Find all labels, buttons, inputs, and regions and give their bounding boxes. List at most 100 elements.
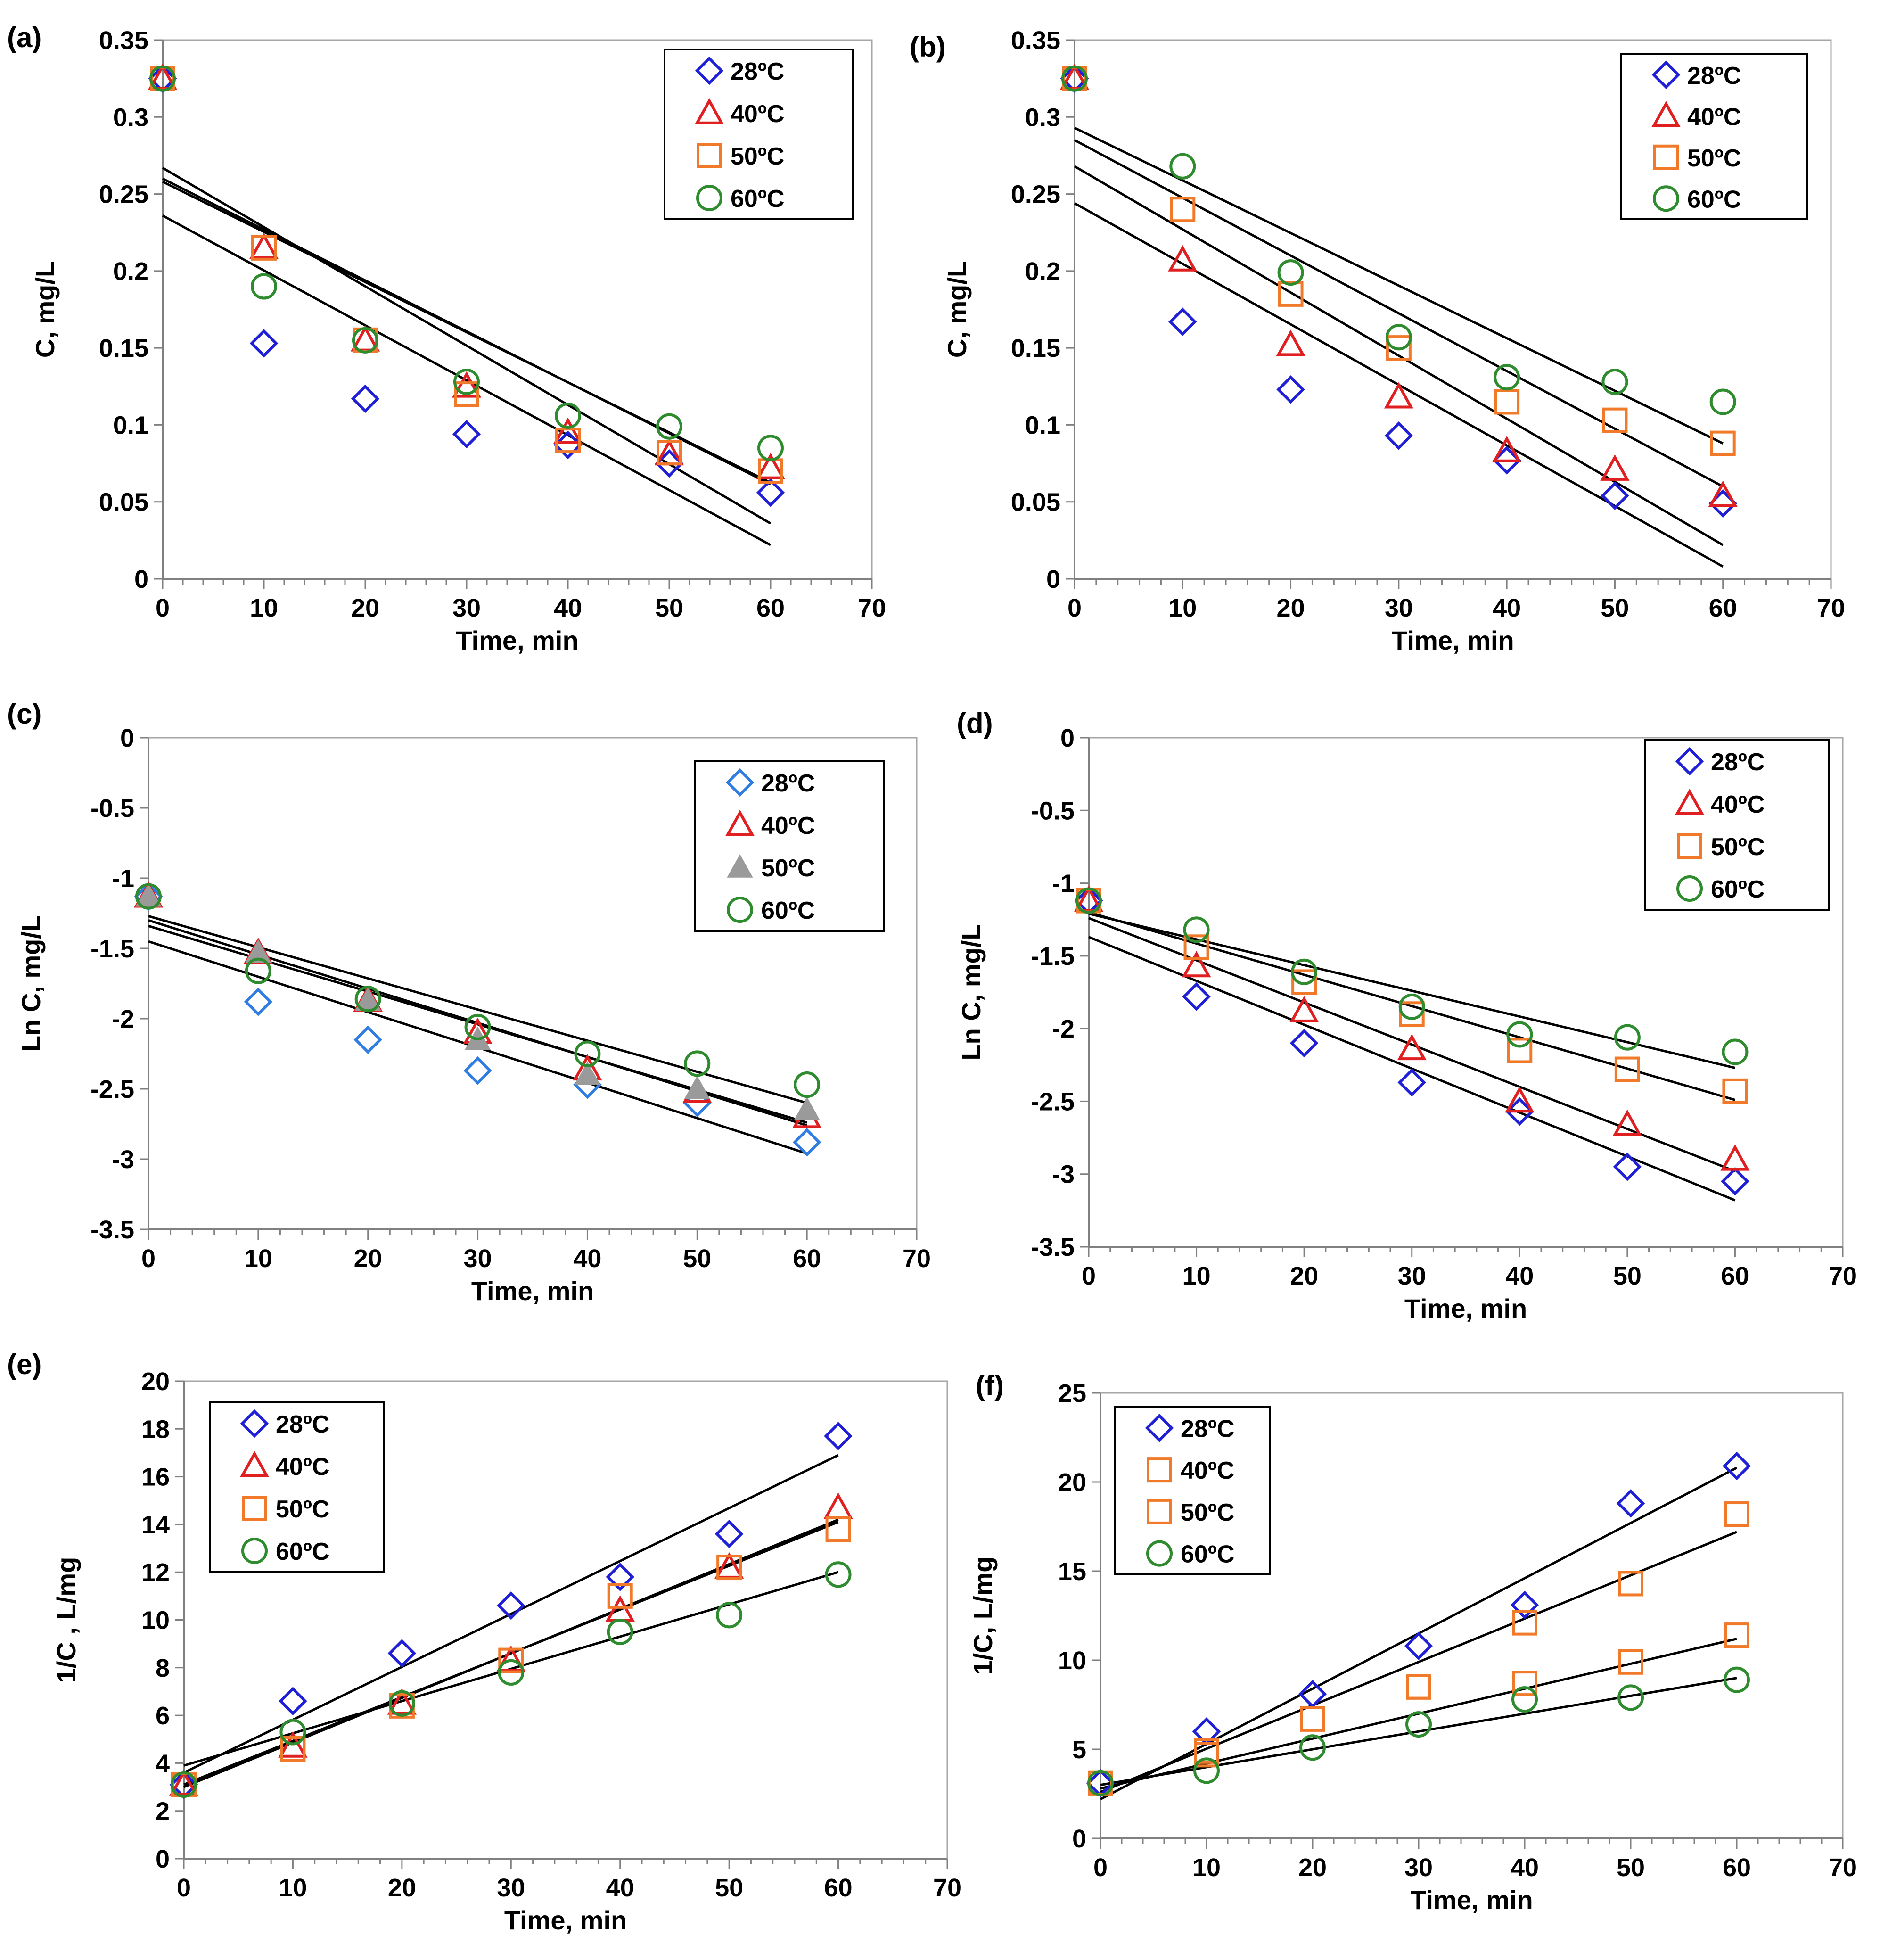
legend-label: 28ºC [1711,749,1765,776]
x-tick-label: 70 [1829,1853,1857,1882]
data-point-series-1 [1722,1451,1751,1481]
legend: 28ºC 40ºC 50ºC 60ºC [1114,1406,1271,1575]
data-point-series-3 [1710,430,1736,456]
data-point-series-3 [1170,197,1196,222]
data-point-series-4 [453,368,480,395]
legend-marker-2 [1651,101,1681,128]
data-point-series-1 [714,1519,744,1548]
data-point-series-3 [245,939,271,963]
x-tick-label: 10 [250,594,278,622]
legend-marker-2 [725,809,755,836]
legend-label: 50ºC [731,143,784,170]
legend-label: 60ºC [1687,186,1741,213]
data-point-series-1 [606,1563,634,1591]
data-point-series-1 [1613,1153,1642,1181]
data-point-series-2 [169,1769,199,1796]
data-point-series-3 [498,1647,524,1673]
data-point-series-2 [1276,329,1305,356]
data-point-series-4 [716,1602,743,1629]
y-tick-label: -3.5 [90,1216,134,1244]
y-tick-label: 0.3 [1025,103,1060,132]
x-axis-title: Time, min [1404,1293,1527,1323]
x-tick-label: 10 [244,1244,272,1273]
data-point-series-1 [1601,481,1629,510]
x-tick-label: 30 [452,594,481,622]
data-point-series-2 [1600,454,1630,481]
data-point-series-2 [278,1731,308,1758]
data-point-series-2 [496,1645,526,1672]
data-point-series-1 [1276,375,1305,404]
data-point-series-2 [823,1492,853,1519]
x-axis-title: Time, min [1410,1885,1533,1915]
x-tick-label: 50 [1601,594,1629,622]
y-axis-title: C, mg/L [942,261,972,358]
data-point-series-1 [1404,1631,1433,1661]
data-point-series-4 [1722,1038,1749,1065]
y-tick-label: 0.2 [113,257,148,286]
data-point-series-4 [352,327,378,354]
data-point-series-3 [280,1736,306,1762]
data-point-series-4 [1614,1024,1641,1051]
y-tick-label: -2 [1052,1015,1075,1043]
x-tick-label: 60 [793,1244,821,1273]
y-tick-label: 0 [1060,724,1075,752]
x-axis-title: Time, min [504,1905,627,1935]
data-point-series-4 [1075,887,1102,914]
data-point-series-2 [1505,1086,1535,1113]
x-axis-title: Time, min [456,626,578,655]
x-tick-label: 50 [715,1874,743,1902]
legend-marker-3 [242,1496,267,1521]
legend-label: 50ºC [1181,1499,1234,1526]
panel-label: (a) [7,22,41,53]
data-point-series-4 [1405,1711,1432,1738]
legend-marker-4 [696,185,722,211]
data-point-series-2 [755,453,786,479]
data-point-series-2 [452,371,482,398]
data-point-series-4 [464,1013,491,1040]
data-point-series-3 [1300,1706,1325,1732]
data-point-series-1 [553,430,583,460]
x-tick-label: 30 [1404,1853,1433,1882]
data-point-series-4 [279,1719,306,1746]
legend-marker-2 [1147,1457,1172,1483]
y-tick-label: 2 [156,1797,170,1826]
x-tick-label: 60 [1723,1853,1751,1882]
data-point-series-2 [249,232,279,259]
data-point-series-3 [716,1555,742,1581]
data-point-series-3 [1494,389,1520,415]
y-tick-label: 20 [141,1367,170,1396]
x-tick-label: 40 [554,594,582,622]
data-point-series-2 [1059,63,1090,90]
data-point-series-1 [1397,1068,1426,1097]
data-point-series-4 [149,65,176,92]
y-tick-label: 0.15 [99,334,148,362]
data-point-series-2 [1708,480,1738,507]
data-point-series-4 [1511,1686,1538,1713]
legend-box [209,1401,385,1573]
data-point-series-2 [1720,1144,1750,1171]
y-tick-label: 0.1 [1025,411,1060,439]
legend-marker-1 [725,768,755,797]
data-point-series-3 [1614,1056,1640,1082]
y-tick-label: 15 [1058,1557,1086,1586]
legend-marker-1 [695,56,724,85]
x-tick-label: 40 [573,1244,601,1273]
data-point-series-4 [388,1690,415,1717]
data-point-series-4 [171,1771,197,1798]
legend-label: 50ºC [1687,145,1741,172]
y-tick-label: 0.25 [99,181,148,209]
y-tick-label: 0.05 [1011,488,1060,517]
data-point-series-3 [1194,1742,1219,1768]
legend-label: 50ºC [1711,833,1765,861]
data-point-series-4 [1709,388,1736,415]
data-point-series-4 [1601,368,1628,395]
fit-line-series-4 [148,915,807,1104]
data-point-series-4 [1291,958,1318,985]
x-tick-label: 60 [1721,1262,1749,1290]
y-tick-label: 4 [156,1749,170,1778]
data-point-series-1 [824,1422,853,1450]
legend-label: 40ºC [1687,103,1741,131]
legend-marker-3 [727,854,753,878]
legend-box [1644,739,1830,911]
data-point-series-1 [792,1128,821,1157]
